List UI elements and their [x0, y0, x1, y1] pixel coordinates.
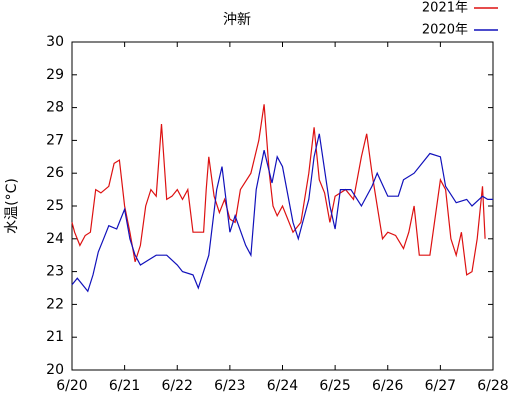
x-tick-label: 6/27 — [425, 378, 456, 394]
y-tick-label: 27 — [46, 132, 64, 148]
y-tick-label: 29 — [46, 67, 64, 83]
y-tick-label: 24 — [46, 231, 64, 247]
x-tick-label: 6/24 — [267, 378, 299, 394]
y-tick-label: 20 — [46, 362, 64, 378]
y-tick-label: 26 — [46, 165, 64, 181]
legend-label: 2021年 — [422, 1, 468, 16]
y-tick-label: 21 — [46, 329, 64, 345]
x-tick-label: 6/25 — [319, 378, 350, 394]
series-line — [71, 133, 493, 293]
x-tick-label: 6/23 — [214, 378, 245, 394]
y-axis-label: 水温(°C) — [4, 178, 20, 234]
x-tick-label: 6/22 — [162, 378, 193, 394]
chart-title: 沖新 — [223, 12, 251, 28]
y-tick-label: 22 — [46, 296, 64, 312]
x-tick-label: 6/21 — [109, 378, 140, 394]
x-tick-label: 6/28 — [477, 378, 508, 394]
legend-label: 2020年 — [422, 23, 468, 38]
y-tick-label: 30 — [46, 34, 64, 50]
series-line — [71, 104, 486, 276]
x-tick-label: 6/26 — [372, 378, 404, 394]
x-tick-label: 6/20 — [56, 378, 87, 394]
y-tick-label: 25 — [46, 198, 64, 214]
y-tick-label: 23 — [46, 264, 64, 280]
y-tick-label: 28 — [46, 100, 64, 116]
